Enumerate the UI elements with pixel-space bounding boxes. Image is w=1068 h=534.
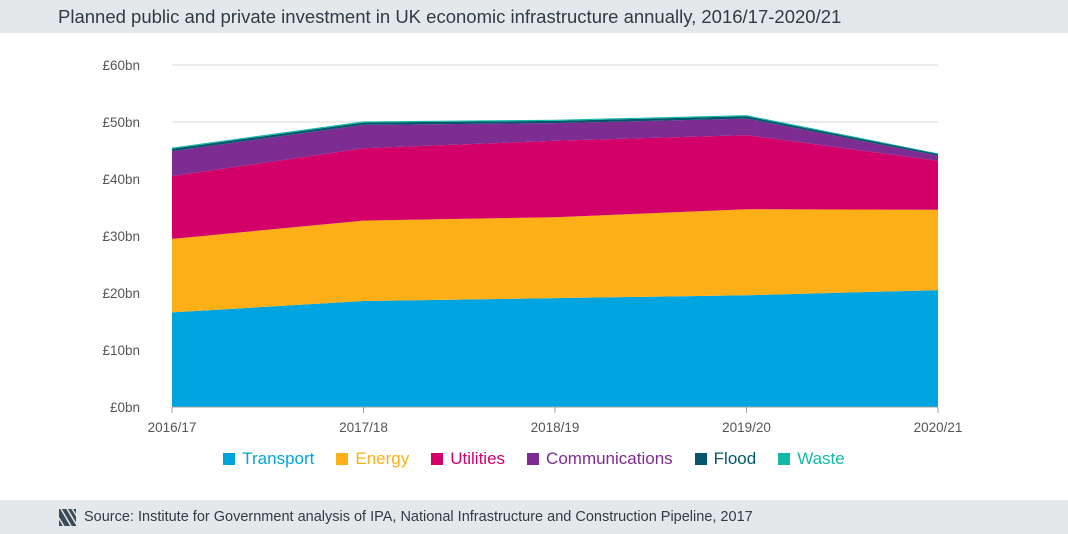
chart-legend: Transport Energy Utilities Communications Fl… [0,449,1068,469]
y-tick-label: £40bn [102,172,140,187]
stacked-area-chart: £0bn £10bn £20bn £30bn £40bn £50bn £60bn 2016/1… [102,58,963,435]
legend-label: Transport [242,449,315,468]
area-utilities [172,135,938,239]
legend-swatch [431,453,444,465]
y-tick-label: £30bn [102,229,140,244]
legend-label: Flood [713,449,757,468]
area-communications [172,118,938,177]
legend-item-utilities: Utilities [431,449,505,469]
y-tick-label: £60bn [102,58,140,73]
legend-label: Utilities [450,449,506,468]
x-tick-label: 2016/17 [148,420,197,435]
chart-area: £0bn £10bn £20bn £30bn £40bn £50bn £60bn 2016/1… [0,33,1068,500]
legend-item-energy: Energy [336,449,409,469]
legend-swatch [778,453,791,465]
source-bar: Source: Institute for Government analysi… [0,500,1068,534]
legend-swatch [336,453,349,465]
x-tick-label: 2019/20 [722,420,771,435]
legend-item-waste: Waste [778,449,845,469]
chart-title: Planned public and private investment in… [58,6,842,27]
legend-label: Communications [546,449,673,468]
x-tick-label: 2020/21 [914,420,963,435]
y-tick-label: £10bn [102,343,140,358]
legend-item-communications: Communications [527,449,673,469]
y-tick-label: £20bn [102,286,140,301]
legend-item-transport: Transport [223,449,314,469]
source-text: Source: Institute for Government analysi… [84,509,753,525]
legend-item-flood: Flood [694,449,757,469]
title-bar: Planned public and private investment in… [0,0,1068,33]
x-tick-label: 2018/19 [531,420,580,435]
legend-swatch [223,453,236,465]
legend-swatch [527,453,540,465]
area-energy [172,209,938,313]
y-tick-label: £50bn [102,115,140,130]
area-transport [172,290,938,407]
legend-label: Waste [797,449,845,468]
x-tick-label: 2017/18 [339,420,388,435]
y-tick-label: £0bn [110,400,140,415]
legend-swatch [694,453,707,465]
legend-label: Energy [355,449,410,468]
source-logo-icon [59,509,76,526]
